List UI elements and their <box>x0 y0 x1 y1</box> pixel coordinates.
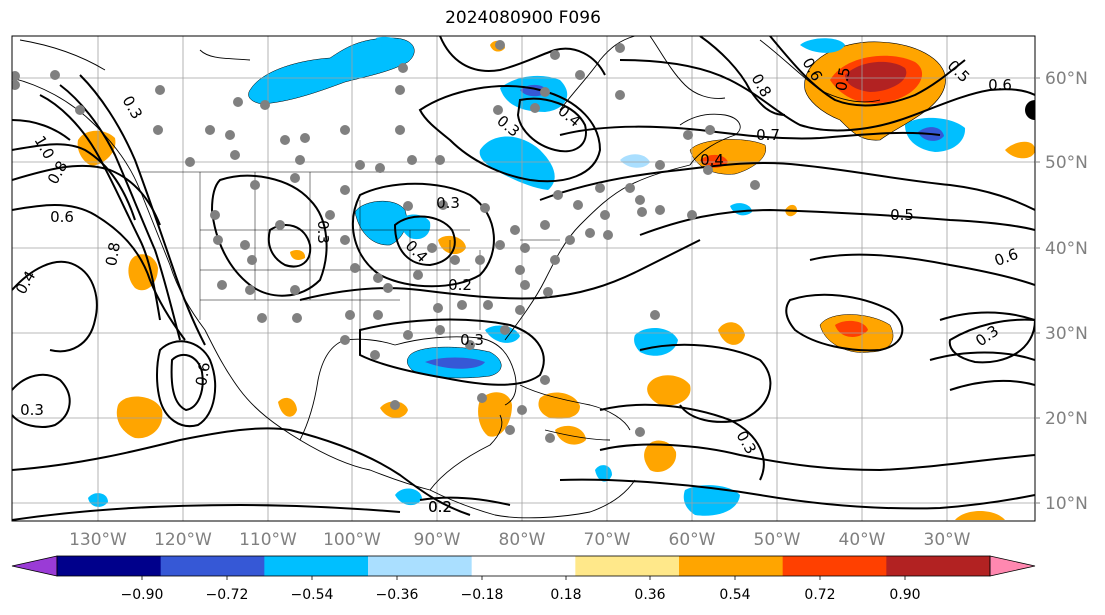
contour-label: 0.4 <box>700 151 724 169</box>
lat-labels: 60°N 50°N 40°N 30°N 20°N 10°N <box>1045 69 1088 514</box>
contour-label: 0.8 <box>102 241 124 268</box>
lat-label: 40°N <box>1045 239 1088 259</box>
contour-label: 0.3 <box>436 194 460 212</box>
colorbar-ticks <box>141 576 906 580</box>
colorbar-tick-label: −0.54 <box>291 587 334 603</box>
lon-label: 110°W <box>239 530 297 550</box>
contour-label: 0.3 <box>460 331 484 349</box>
colorbar-arrow-high <box>989 555 1036 577</box>
colorbar: −0.90 −0.72 −0.54 −0.36 −0.18 0.18 0.36 … <box>11 555 1036 603</box>
lon-label: 30°W <box>924 530 971 550</box>
colorbar-tick-label: 0.36 <box>634 587 665 603</box>
colorbar-tick-label: −0.18 <box>461 587 504 603</box>
contour-label: 0.6 <box>988 76 1012 94</box>
lon-label: 70°W <box>584 530 631 550</box>
contour-lines <box>12 36 1035 521</box>
contour-label: 0.7 <box>756 126 780 144</box>
contour-label: 0.2 <box>428 498 452 516</box>
colorbar-cell <box>368 556 473 576</box>
marker <box>1025 100 1035 120</box>
contour-label: 0.3 <box>20 401 44 419</box>
colorbar-cell <box>160 556 265 576</box>
map-frame <box>11 35 1036 522</box>
colorbar-tick-label: 0.72 <box>804 587 835 603</box>
lat-label: 20°N <box>1045 409 1088 429</box>
map-area: 0.3 1.0 0.8 0.6 0.4 0.3 0.8 0.6 0.3 0.3 … <box>12 36 1035 521</box>
contour-label: 0.2 <box>448 276 472 294</box>
colorbar-tick-label: −0.36 <box>376 587 419 603</box>
lon-label: 40°W <box>839 530 886 550</box>
lon-label: 90°W <box>414 530 461 550</box>
map-title: 2024080900 F096 <box>445 8 601 28</box>
colorbar-tick-label: −0.72 <box>206 587 249 603</box>
contour-label: 0.6 <box>50 208 74 226</box>
lat-label: 10°N <box>1045 494 1088 514</box>
lon-label: 80°W <box>499 530 546 550</box>
colorbar-arrow-low <box>11 555 58 577</box>
contour-label: 0.6 <box>192 361 214 388</box>
colorbar-cell <box>57 556 162 576</box>
contour-label: 0.2 <box>428 498 452 516</box>
colorbar-cell <box>782 556 887 576</box>
lat-label: 30°N <box>1045 324 1088 344</box>
colorbar-tick-label: 0.90 <box>889 587 920 603</box>
station-markers <box>12 40 760 443</box>
colorbar-tick-labels: −0.90 −0.72 −0.54 −0.36 −0.18 0.18 0.36 … <box>121 587 921 603</box>
colorbar-cell <box>679 556 784 576</box>
lat-lon-grid <box>12 36 1035 521</box>
colorbar-cell <box>886 556 991 576</box>
lon-label: 120°W <box>154 530 212 550</box>
contour-label: 0.3 <box>314 220 332 244</box>
lon-labels: 130°W 120°W 110°W 100°W 90°W 80°W 70°W 6… <box>69 530 971 550</box>
lon-label: 100°W <box>323 530 381 550</box>
colorbar-tick-label: 0.54 <box>719 587 750 603</box>
state-borders <box>140 171 560 340</box>
colorbar-cell <box>471 556 576 576</box>
colorbar-outline <box>56 555 991 577</box>
lon-label: 60°W <box>669 530 716 550</box>
contour-label: 0.5 <box>890 206 914 224</box>
lat-label: 60°N <box>1045 69 1088 89</box>
lat-label: 50°N <box>1045 153 1088 173</box>
lon-label: 50°W <box>754 530 801 550</box>
colorbar-cell <box>575 556 680 576</box>
lon-label: 130°W <box>69 530 127 550</box>
colorbar-tick-label: 0.18 <box>550 587 581 603</box>
colorbar-tick-label: −0.90 <box>121 587 164 603</box>
contour-label: 0.5 <box>832 66 854 93</box>
colorbar-cell <box>264 556 369 576</box>
